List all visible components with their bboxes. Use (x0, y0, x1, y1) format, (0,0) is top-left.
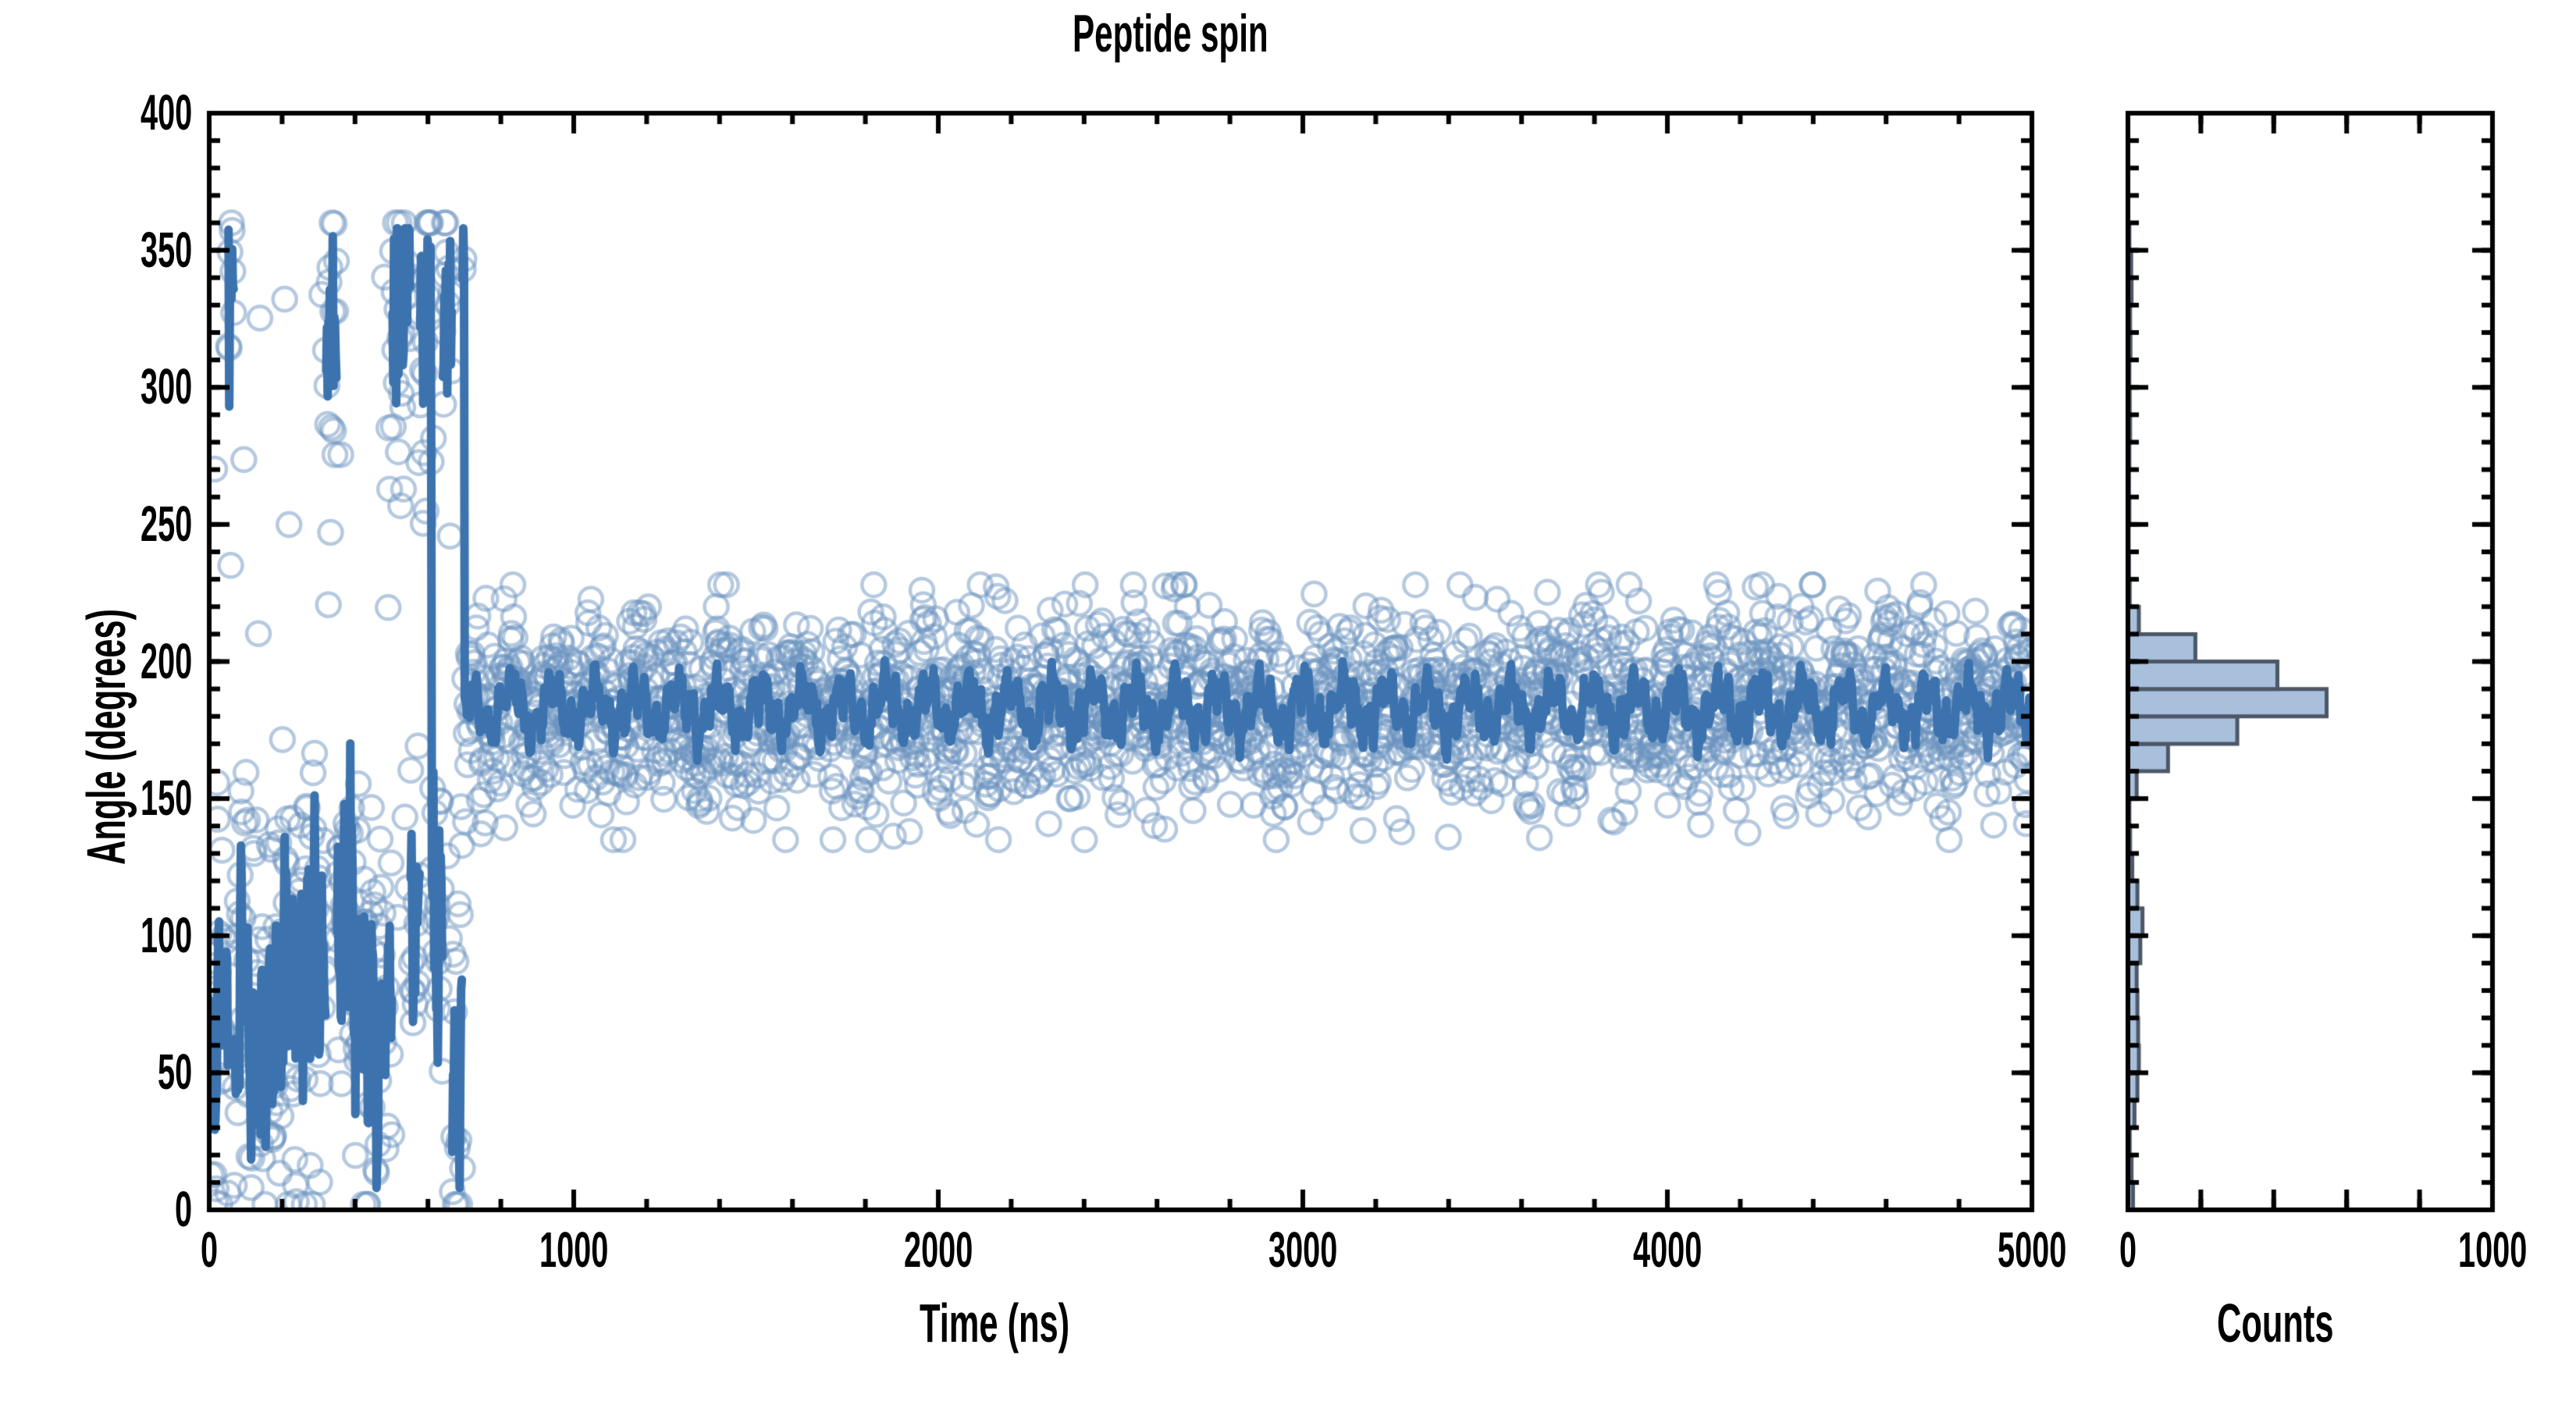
figure-root: Peptide spin Angle (degrees) Time (ns) C… (0, 0, 2576, 1405)
peptide-spin-plot-canvas (0, 0, 2576, 1405)
